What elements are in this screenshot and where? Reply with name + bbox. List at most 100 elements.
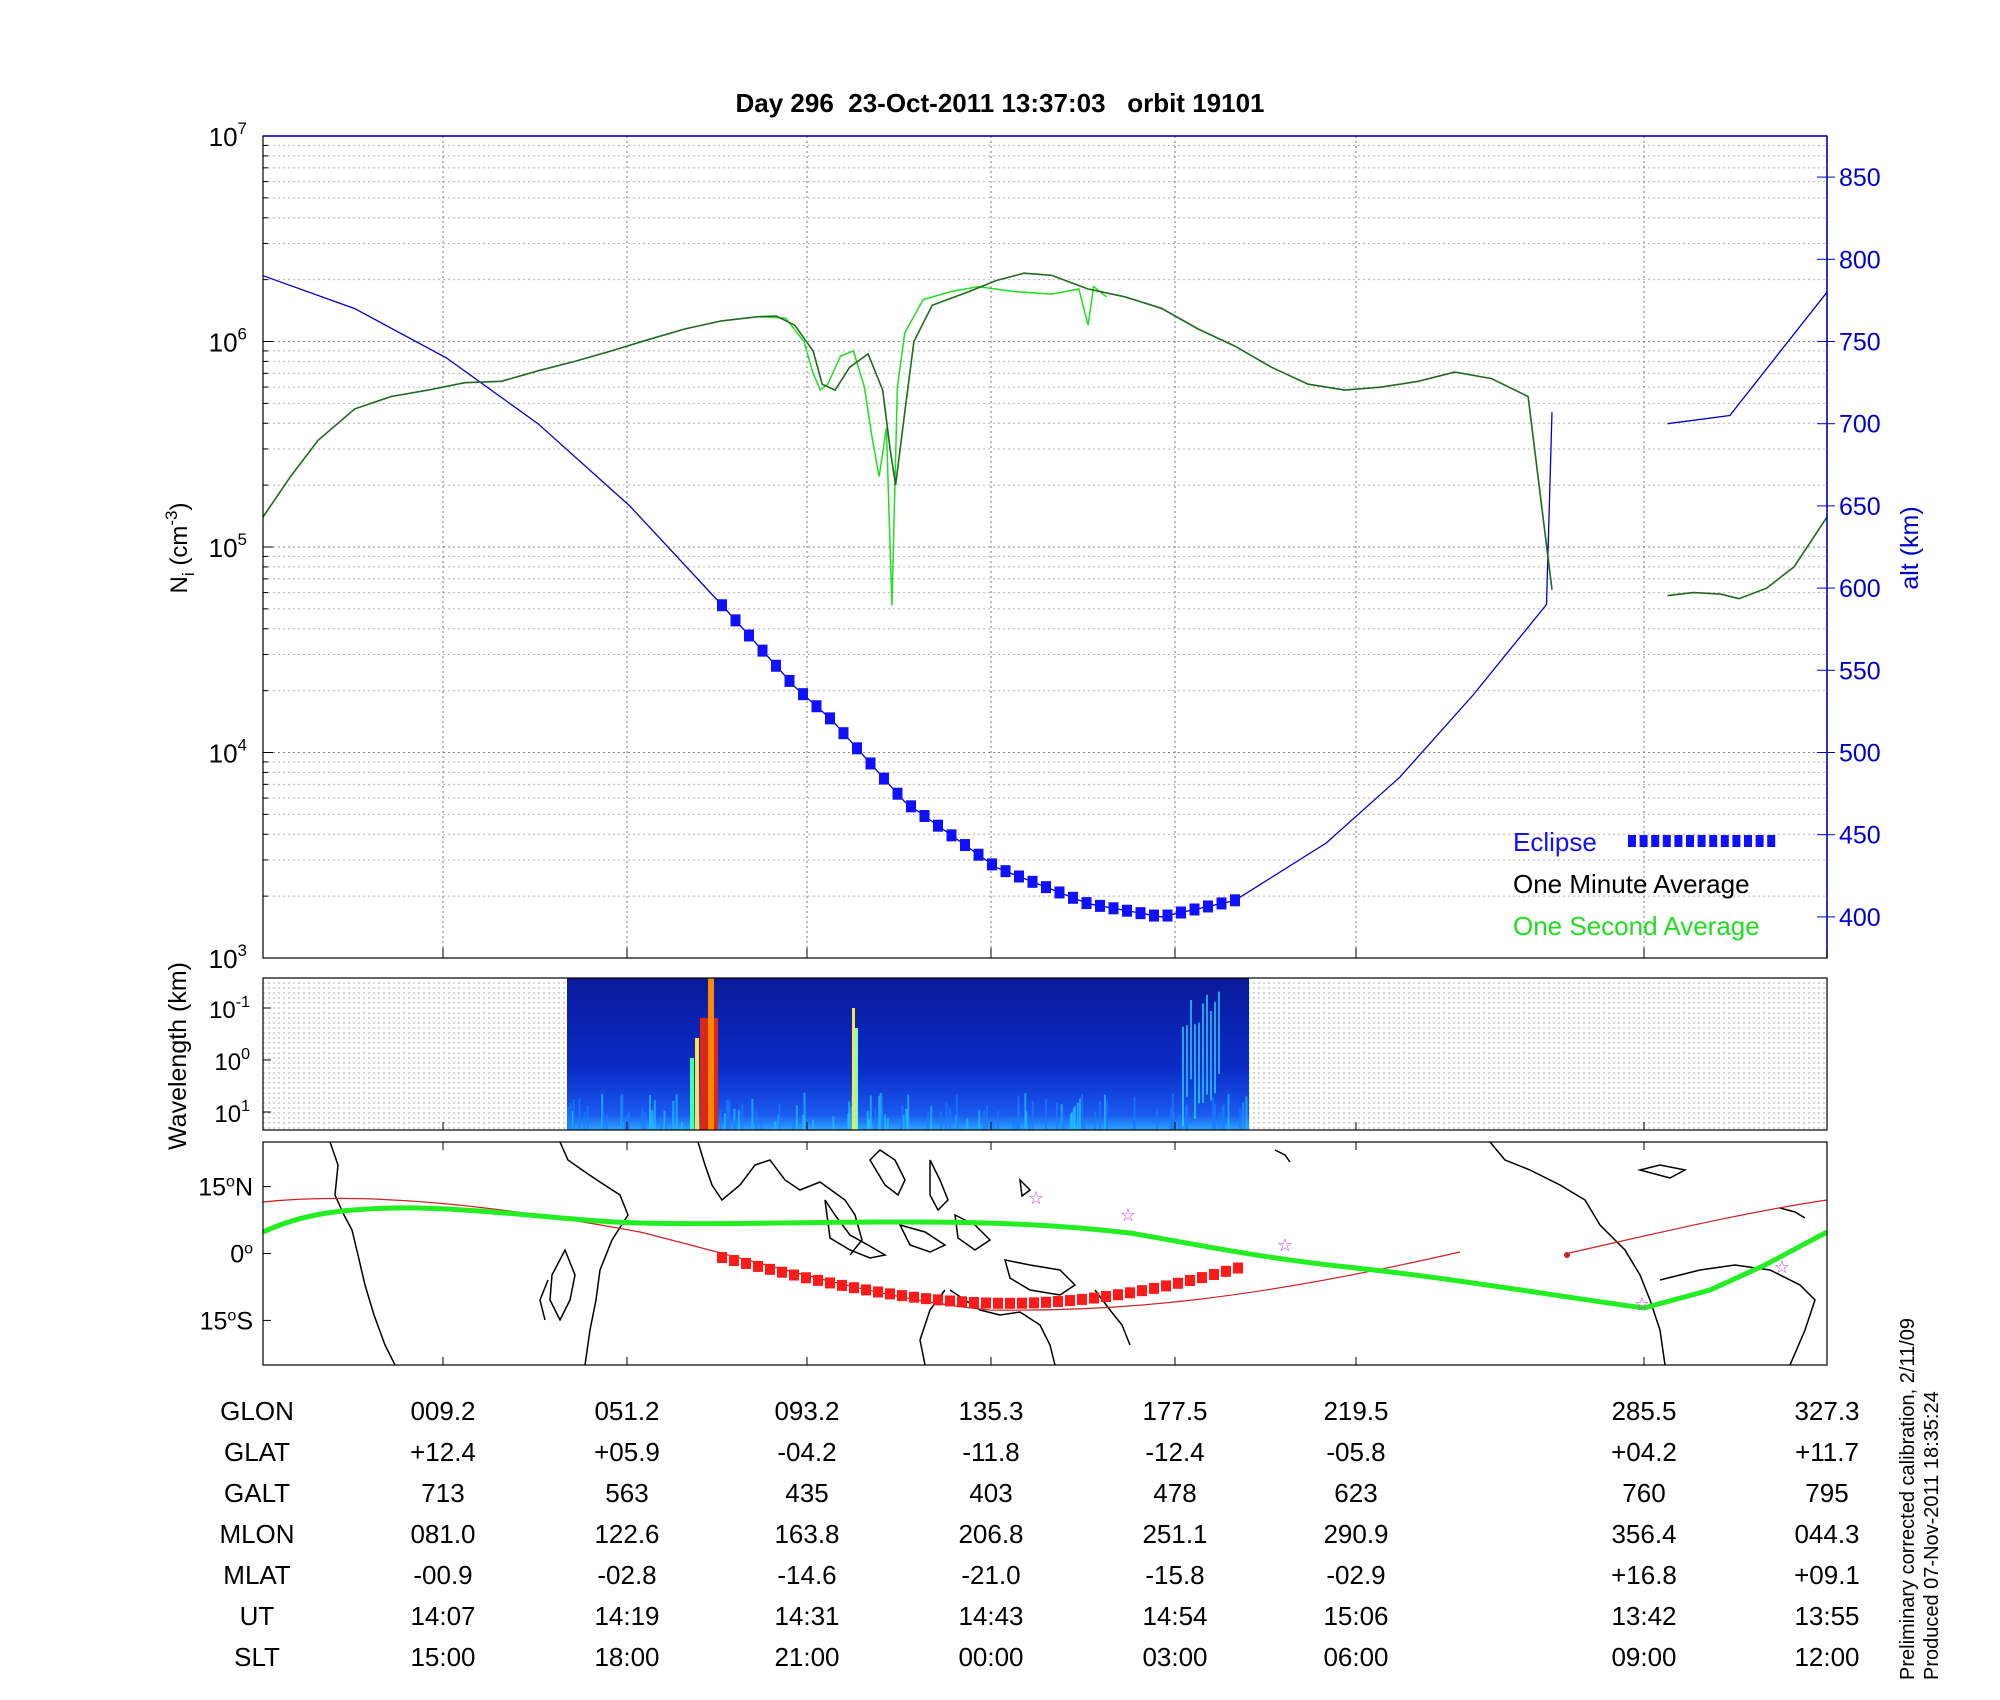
- spectrogram-streak: [605, 1114, 608, 1130]
- spectrogram-streak: [1182, 1026, 1184, 1127]
- spectrogram-streak: [578, 1098, 581, 1130]
- spectrogram-streak: [1072, 1108, 1075, 1130]
- spectrogram-streak: [878, 1095, 881, 1130]
- spectrogram-streak: [881, 1096, 884, 1130]
- eclipse-track-marker: [873, 1286, 883, 1298]
- eclipse-marker: [1095, 899, 1105, 912]
- eclipse-marker: [987, 858, 997, 871]
- spectrogram-streak: [734, 1118, 737, 1130]
- table-cell: 177.5: [1142, 1396, 1207, 1426]
- eclipse-marker: [906, 800, 916, 813]
- star-marker: ☆: [1028, 1188, 1044, 1208]
- table-cell: 122.6: [594, 1519, 659, 1549]
- spectrogram-streak: [1063, 1118, 1066, 1130]
- table-cell: 623: [1334, 1478, 1377, 1508]
- y2-tick-label: 800: [1839, 246, 1881, 274]
- spectrogram-streak: [627, 1111, 630, 1130]
- y2-tick-label: 600: [1839, 575, 1881, 603]
- eclipse-track-marker: [1161, 1280, 1171, 1292]
- spectrogram-streak: [867, 1119, 870, 1130]
- spectrogram-streak: [623, 1119, 626, 1130]
- produced-timestamp: Produced 07-Nov-2011 18:35:24: [1921, 1391, 1943, 1680]
- eclipse-track-marker: [741, 1257, 751, 1269]
- legend-swatch-block: [1697, 835, 1706, 847]
- eclipse-marker: [744, 629, 754, 642]
- table-cell: 285.5: [1611, 1396, 1676, 1426]
- spectrogram-streak: [727, 1101, 730, 1130]
- spectrogram-streak: [907, 1094, 910, 1130]
- eclipse-track-marker: [969, 1296, 979, 1308]
- coastline: [1659, 1264, 1816, 1365]
- table-cell: +09.1: [1794, 1560, 1860, 1590]
- row-label-mlat: MLAT: [223, 1560, 291, 1590]
- legend-swatch-block: [1662, 835, 1671, 847]
- spectrogram-streak: [900, 1120, 903, 1130]
- spectrogram-streak: [1094, 1111, 1097, 1130]
- table-cell: -14.6: [777, 1560, 836, 1590]
- spectrogram-streak: [802, 1115, 805, 1130]
- map-area: [263, 1142, 1827, 1365]
- spectrogram-streak: [795, 1105, 798, 1130]
- spectrogram-streak: [1186, 1104, 1189, 1130]
- spectrogram-streak: [1180, 1118, 1183, 1130]
- eclipse-marker: [1176, 906, 1186, 919]
- spectrogram-streak: [803, 1092, 806, 1130]
- table-cell: 206.8: [958, 1519, 1023, 1549]
- legend-swatch-block: [1674, 835, 1683, 847]
- spectrogram-streak: [1099, 1101, 1102, 1130]
- chart-title: Day 296 23-Oct-2011 13:37:03 orbit 19101: [735, 88, 1265, 118]
- legend-swatch-block: [1686, 835, 1694, 847]
- y2-tick-label: 500: [1839, 740, 1881, 768]
- one-minute-average-line: [1667, 516, 1828, 600]
- table-cell: 13:55: [1794, 1601, 1859, 1631]
- coastlines: [329, 1142, 1816, 1365]
- eclipse-marker: [1041, 881, 1051, 894]
- spectrogram-streak: [724, 1113, 727, 1130]
- spectrogram-band-green: [690, 1058, 694, 1130]
- eclipse-marker: [1081, 897, 1092, 910]
- eclipse-track-marker: [897, 1290, 907, 1302]
- spectrogram-streak: [902, 1115, 905, 1130]
- spectrogram-streak: [672, 1100, 675, 1130]
- eclipse-marker: [973, 848, 984, 861]
- eclipse-track-marker: [1125, 1287, 1135, 1299]
- spectrogram-streak: [774, 1121, 777, 1130]
- spectrogram-streak: [1081, 1094, 1084, 1130]
- eclipse-track-marker: [1113, 1289, 1123, 1301]
- eclipse-track-marker: [1017, 1297, 1027, 1309]
- coastline: [1274, 1149, 1291, 1163]
- spectrogram-streak: [733, 1120, 736, 1130]
- eclipse-track-marker: [789, 1269, 799, 1281]
- table-cell: 00:00: [958, 1642, 1023, 1672]
- one-minute-average-line: [262, 272, 1553, 590]
- table-cell: 06:00: [1323, 1642, 1388, 1672]
- spectrogram-band-orange: [708, 978, 714, 1130]
- y2-tick-label: 550: [1839, 657, 1881, 685]
- table-cell: 14:43: [958, 1601, 1023, 1631]
- spectrogram-streak: [572, 1099, 575, 1130]
- table-cell: +04.2: [1611, 1437, 1677, 1467]
- spectrogram-streak: [1206, 994, 1208, 1095]
- eclipse-marker: [825, 712, 835, 725]
- eclipse-marker: [892, 787, 903, 800]
- eclipse-track-marker: [1173, 1277, 1183, 1289]
- eclipse-marker: [1000, 865, 1011, 878]
- spectrogram-streak: [569, 1103, 572, 1130]
- eclipse-marker: [1216, 897, 1227, 910]
- spectrogram-streak: [926, 1112, 929, 1130]
- coastline: [1003, 1259, 1077, 1296]
- spectrogram-streak: [651, 1110, 654, 1130]
- coastline: [1489, 1142, 1666, 1365]
- spectrogram-streak: [886, 1118, 889, 1130]
- spectrogram-streak: [602, 1110, 605, 1130]
- spectrogram-y-tick-label: 10-1: [209, 994, 250, 1024]
- eclipse-marker: [933, 819, 943, 832]
- spectrogram-streak: [1190, 1000, 1192, 1080]
- table-cell: 163.8: [774, 1519, 839, 1549]
- eclipse-track-marker: [1101, 1290, 1111, 1302]
- y2-tick-label: 750: [1839, 329, 1881, 357]
- eclipse-track-marker: [1221, 1265, 1231, 1277]
- spectrogram-streak: [940, 1112, 943, 1130]
- spectrogram-streak: [778, 1103, 781, 1130]
